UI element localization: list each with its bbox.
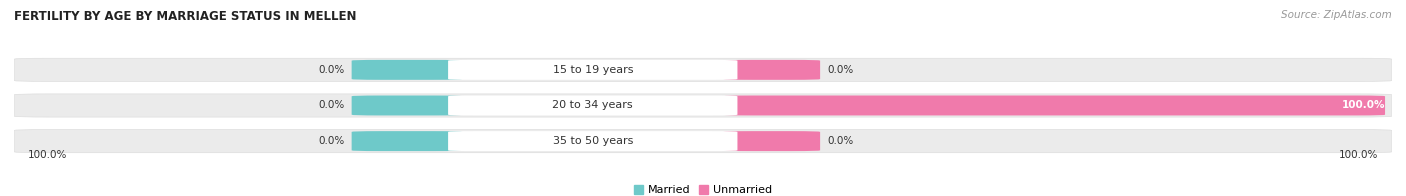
Text: 20 to 34 years: 20 to 34 years [553, 101, 633, 111]
Text: FERTILITY BY AGE BY MARRIAGE STATUS IN MELLEN: FERTILITY BY AGE BY MARRIAGE STATUS IN M… [14, 10, 357, 23]
Text: 0.0%: 0.0% [827, 136, 853, 146]
FancyBboxPatch shape [724, 95, 1385, 115]
Text: 0.0%: 0.0% [319, 136, 344, 146]
Text: 0.0%: 0.0% [319, 65, 344, 75]
Text: 100.0%: 100.0% [1339, 150, 1378, 160]
Text: 100.0%: 100.0% [28, 150, 67, 160]
FancyBboxPatch shape [352, 95, 461, 115]
FancyBboxPatch shape [449, 60, 737, 80]
Text: 0.0%: 0.0% [827, 65, 853, 75]
FancyBboxPatch shape [352, 131, 461, 151]
Legend: Married, Unmarried: Married, Unmarried [630, 181, 776, 196]
FancyBboxPatch shape [449, 95, 737, 115]
FancyBboxPatch shape [14, 94, 1392, 117]
FancyBboxPatch shape [14, 58, 1392, 81]
FancyBboxPatch shape [724, 131, 820, 151]
FancyBboxPatch shape [352, 60, 461, 80]
FancyBboxPatch shape [449, 131, 737, 151]
Text: Source: ZipAtlas.com: Source: ZipAtlas.com [1281, 10, 1392, 20]
Text: 100.0%: 100.0% [1341, 101, 1385, 111]
FancyBboxPatch shape [14, 130, 1392, 153]
Text: 35 to 50 years: 35 to 50 years [553, 136, 633, 146]
Text: 0.0%: 0.0% [319, 101, 344, 111]
Text: 15 to 19 years: 15 to 19 years [553, 65, 633, 75]
FancyBboxPatch shape [724, 60, 820, 80]
